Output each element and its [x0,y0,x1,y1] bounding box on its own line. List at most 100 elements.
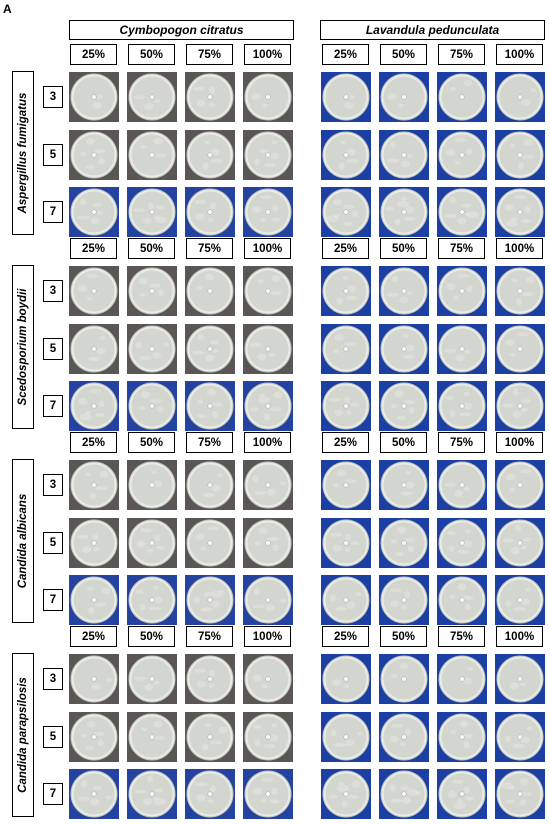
plate-photo [243,130,293,180]
day-label: 5 [43,144,63,166]
species-header-lavandula: Lavandula pedunculata [320,20,545,40]
plate-photo [69,712,119,762]
plate-photo [379,769,429,819]
plate-photo [69,769,119,819]
plate-photo [437,518,487,568]
plate-photo [379,324,429,374]
plate-photo [243,187,293,237]
plate-photo [379,72,429,122]
plate-photo [243,575,293,625]
species-header-cymbopogon: Cymbopogon citratus [69,20,294,40]
concentration-label: 100% [244,432,291,453]
organism-label: Candida albicans [12,459,34,623]
plate-photo [495,712,545,762]
plate-photo [243,266,293,316]
concentration-label: 50% [380,626,427,647]
day-label: 7 [43,395,63,417]
concentration-label: 75% [438,626,485,647]
plate-photo [69,130,119,180]
plate-photo [437,654,487,704]
plate-photo [69,575,119,625]
concentration-label: 50% [128,44,175,65]
plate-photo [321,654,371,704]
plate-photo [437,769,487,819]
day-label: 3 [43,86,63,108]
day-label: 5 [43,532,63,554]
plate-photo [127,324,177,374]
plate-photo [127,654,177,704]
plate-photo [185,654,235,704]
plate-photo [437,712,487,762]
concentration-label: 25% [322,432,369,453]
plate-photo [495,266,545,316]
plate-photo [321,460,371,510]
concentration-label: 75% [186,238,233,259]
plate-photo [69,266,119,316]
plate-photo [127,769,177,819]
plate-photo [127,266,177,316]
organism-label: Scedosporium boydii [12,265,34,429]
plate-photo [437,266,487,316]
concentration-label: 50% [128,238,175,259]
plate-photo [437,381,487,431]
concentration-label: 75% [186,44,233,65]
concentration-label: 50% [380,44,427,65]
concentration-label: 25% [322,238,369,259]
plate-photo [69,381,119,431]
plate-photo [321,130,371,180]
plate-photo [127,460,177,510]
concentration-label: 100% [496,432,543,453]
concentration-label: 100% [244,44,291,65]
plate-photo [243,381,293,431]
day-label: 7 [43,589,63,611]
plate-photo [243,654,293,704]
plate-photo [127,130,177,180]
day-label: 3 [43,280,63,302]
plate-photo [185,712,235,762]
plate-photo [379,518,429,568]
plate-photo [437,130,487,180]
plate-photo [185,187,235,237]
plate-photo [185,381,235,431]
day-label: 7 [43,783,63,805]
plate-photo [127,575,177,625]
plate-photo [437,460,487,510]
plate-photo [321,324,371,374]
plate-photo [495,381,545,431]
concentration-label: 75% [438,238,485,259]
plate-photo [379,381,429,431]
concentration-label: 25% [70,238,117,259]
plate-photo [437,575,487,625]
plate-photo [243,518,293,568]
organism-label: Aspergillus fumigatus [12,71,34,235]
concentration-label: 25% [322,626,369,647]
day-label: 5 [43,726,63,748]
plate-photo [69,654,119,704]
plate-photo [185,266,235,316]
day-label: 7 [43,201,63,223]
plate-photo [379,460,429,510]
plate-photo [69,518,119,568]
plate-photo [69,187,119,237]
plate-photo [243,712,293,762]
concentration-label: 50% [380,432,427,453]
concentration-label: 100% [244,626,291,647]
plate-photo [69,460,119,510]
plate-photo [243,769,293,819]
plate-photo [437,324,487,374]
plate-photo [495,769,545,819]
plate-photo [437,187,487,237]
plate-photo [379,187,429,237]
panel-label: A [3,2,12,16]
plate-photo [321,769,371,819]
concentration-label: 50% [128,626,175,647]
plate-photo [69,72,119,122]
plate-photo [495,130,545,180]
plate-photo [495,575,545,625]
concentration-label: 50% [380,238,427,259]
concentration-label: 100% [244,238,291,259]
plate-photo [379,575,429,625]
concentration-label: 25% [70,626,117,647]
plate-photo [243,460,293,510]
plate-photo [185,130,235,180]
